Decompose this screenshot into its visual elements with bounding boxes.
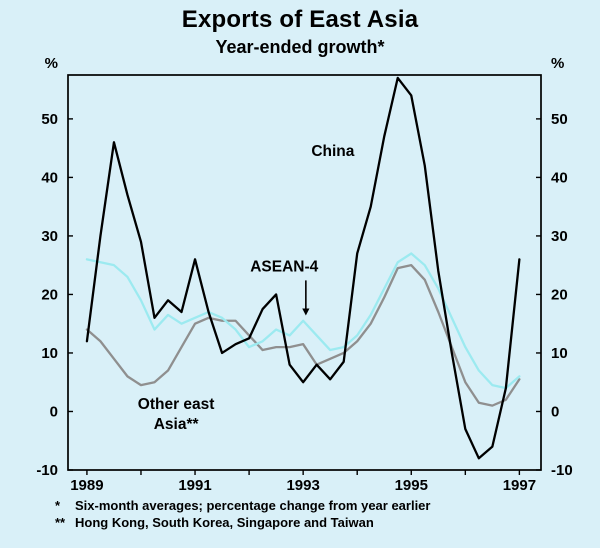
y-tick-label-left: 0 <box>50 403 58 420</box>
footnote-text: Six-month averages; percentage change fr… <box>75 498 431 513</box>
y-tick-label-right: 0 <box>551 403 559 420</box>
y-tick-label-right: -10 <box>551 462 573 479</box>
footnotes: * Six-month averages; percentage change … <box>55 497 590 531</box>
y-tick-label-right: 40 <box>551 169 568 186</box>
y-tick-label-left: 50 <box>41 111 58 128</box>
series-label-other-east-asia: Asia** <box>154 416 200 433</box>
annotation-arrowhead <box>302 308 310 316</box>
x-tick-label: 1989 <box>70 477 103 494</box>
x-tick-label: 1997 <box>503 477 536 494</box>
series-line-asean-4 <box>85 252 521 390</box>
x-tick-label: 1995 <box>395 477 428 494</box>
y-tick-label-right: 10 <box>551 345 568 362</box>
y-tick-label-left: 30 <box>41 228 58 245</box>
chart-title: Exports of East Asia <box>181 6 419 33</box>
y-tick-label-right: 20 <box>551 286 568 303</box>
y-tick-label-left: -10 <box>36 462 58 479</box>
y-tick-label-left: 20 <box>41 286 58 303</box>
series-line-other-east-asia <box>85 264 521 407</box>
series-label-asean-4: ASEAN-4 <box>250 258 318 275</box>
y-axis-unit-left: % <box>45 55 58 72</box>
footnote-marker: * <box>55 498 61 513</box>
y-tick-label-left: 10 <box>41 345 58 362</box>
y-axis-unit-right: % <box>551 55 564 72</box>
plot-frame <box>67 74 542 471</box>
x-tick-label: 1993 <box>286 477 319 494</box>
y-tick-label-left: 40 <box>41 169 58 186</box>
footnote: ** Hong Kong, South Korea, Singapore and… <box>55 514 590 531</box>
footnote-marker: ** <box>55 515 66 530</box>
series-line-china <box>85 76 521 460</box>
y-tick-label-right: 50 <box>551 111 568 128</box>
chart-subtitle: Year-ended growth* <box>215 37 385 57</box>
footnote-text: Hong Kong, South Korea, Singapore and Ta… <box>75 515 374 530</box>
series-label-other-east-asia: Other east <box>138 396 215 413</box>
footnote: * Six-month averages; percentage change … <box>55 497 590 514</box>
y-tick-label-right: 30 <box>551 228 568 245</box>
x-tick-label: 1991 <box>178 477 211 494</box>
series-label-china: China <box>311 143 354 160</box>
